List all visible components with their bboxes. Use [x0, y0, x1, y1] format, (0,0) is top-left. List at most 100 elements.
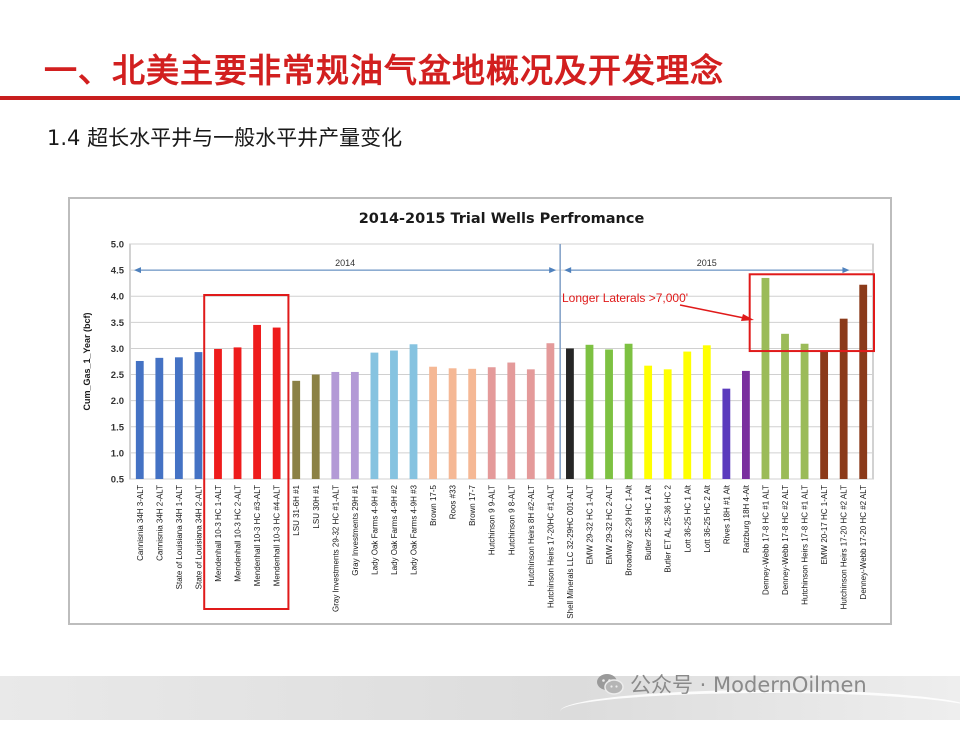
bar: [683, 351, 692, 479]
watermark: 公众号 · ModernOilmen: [596, 666, 867, 702]
x-tick-label: Rives 18H #1 Alt: [722, 484, 731, 544]
x-tick-label: Mendenhall 10-3 HC 1-ALT: [214, 485, 223, 582]
x-tick-label: Denney-Webb 17-8 HC #2 ALT: [781, 485, 790, 595]
x-tick-label: LSU 30H #1: [312, 484, 321, 528]
bar: [331, 371, 340, 479]
x-tick-label: Lady Oak Farms 4-9H #1: [370, 484, 379, 574]
bar: [820, 351, 829, 479]
bar: [644, 365, 653, 479]
y-tick-label: 2.0: [111, 396, 124, 407]
x-tick-label: Butler 25-36 HC 1 Alt: [644, 484, 653, 560]
x-tick-label: Gray Investments 29-32 HC #1-ALT: [331, 485, 340, 612]
x-tick-label: State of Louisiana 34H 1-ALT: [175, 485, 184, 589]
x-tick-label: Lott 36-25 HC 2 Alt: [703, 484, 712, 552]
x-tick-label: Brown 17-7: [468, 484, 477, 525]
bar: [839, 318, 848, 479]
x-tick-label: Butler ET AL 25-36 HC 2: [664, 484, 673, 572]
highlight-box-mendenhall: [203, 294, 290, 610]
x-tick-label: EMW 29-32 HC 1-ALT: [585, 485, 594, 565]
chart-frame: 0.5 1.0 1.5 2.0 2.5 3.0 3.5 4.0 4.5 5.0 2014-2015 …: [68, 197, 892, 625]
x-tick-label: LSU 31-6H #1: [292, 484, 301, 535]
bar: [702, 345, 711, 479]
bar: [487, 367, 496, 479]
x-tick-label: Cannisnia 34H 2-ALT: [155, 485, 164, 561]
y-tick-label: 3.5: [111, 318, 125, 329]
x-tick-label: Hutchinson Heirs 8H #2-ALT: [527, 485, 536, 586]
x-tick-label: Roos #33: [449, 484, 458, 519]
bar: [468, 368, 477, 479]
y-tick-label: 1.0: [111, 448, 124, 459]
annotation-arrow: [679, 304, 745, 319]
bar: [135, 360, 144, 479]
x-tick-label: Lady Oak Farms 4-9H #3: [410, 484, 419, 574]
bar: [350, 371, 359, 479]
wechat-icon: [596, 673, 624, 695]
y-tick-label: 0.5: [111, 475, 125, 486]
bar: [429, 366, 437, 479]
x-tick-label: Lady Oak Farms 4-9H #2: [390, 484, 399, 574]
bar: [566, 348, 574, 479]
period-arrowhead-left: [564, 267, 572, 274]
bar: [526, 369, 535, 479]
x-tick-label: Denney-Webb 17-20 HC #2 ALT: [859, 485, 868, 600]
bar-chart: 0.5 1.0 1.5 2.0 2.5 3.0 3.5 4.0 4.5 5.0 2014-2015 …: [82, 211, 875, 619]
x-tick-label: Ratzburg 18H 4-Alt: [742, 484, 751, 553]
x-tick-label: Denney-Webb 17-8 HC #1 ALT: [761, 485, 770, 595]
x-tick-label: State of Louisiana 34H 2-ALT: [194, 485, 203, 589]
bar: [194, 352, 203, 479]
bar: [741, 370, 750, 479]
period-arrowhead-right: [842, 267, 850, 274]
bar: [311, 374, 320, 479]
x-tick-label: Mendenhall 10-3 HC #3-ALT: [253, 485, 262, 586]
watermark-text: 公众号 · ModernOilmen: [630, 673, 867, 697]
period-label: 2015: [697, 258, 717, 268]
x-tick-label: Mendenhall 10-3 HC #4-ALT: [273, 485, 282, 586]
y-tick-label: 3.0: [111, 344, 124, 355]
bar: [370, 352, 379, 479]
bar: [448, 368, 457, 479]
bar: [781, 333, 789, 479]
x-tick-label: Hutchinson 9 8-ALT: [507, 485, 516, 555]
period-arrowhead-right: [549, 267, 557, 274]
y-tick-label: 5.0: [111, 240, 124, 251]
y-tick-label: 4.0: [111, 292, 124, 303]
x-tick-label: Shell Minerals LLC 32-29HC 001-ALT: [566, 485, 575, 619]
y-axis-title: Cum_Gas_1_Year (bcf): [82, 312, 92, 410]
x-tick-label: Gray Investments 29H #1: [351, 484, 360, 575]
bar: [624, 343, 633, 479]
bar: [507, 362, 516, 479]
annotation-text: Longer Laterals >7,000': [562, 291, 688, 305]
x-tick-label: Hutchinson 9 9-ALT: [488, 485, 497, 555]
bar: [409, 344, 418, 479]
annotation-arrowhead: [741, 314, 754, 321]
highlight-box-long-laterals: [748, 273, 875, 353]
bar: [272, 327, 281, 479]
bar: [761, 277, 770, 479]
period-arrowhead-left: [134, 267, 141, 274]
bar: [800, 343, 809, 479]
bar: [233, 347, 242, 479]
slide-title: 一、北美主要非常规油气盆地概况及开发理念: [44, 51, 724, 90]
x-tick-label: Hutchinson Heirs 17-20 HC #2 ALT: [840, 485, 849, 609]
bar: [292, 380, 301, 479]
y-tick-label: 4.5: [111, 266, 125, 277]
x-tick-label: Brown 17-5: [429, 484, 438, 525]
footer-swoosh: [560, 690, 960, 733]
x-tick-label: Hutchinson Heirs 17-20HC #1-ALT: [546, 485, 555, 608]
y-tick-label: 1.5: [111, 422, 125, 433]
bar: [390, 350, 398, 479]
chart-title: 2014-2015 Trial Wells Perfromance: [359, 211, 645, 227]
bar: [253, 324, 262, 479]
bar: [214, 348, 222, 479]
bar: [605, 349, 613, 479]
x-tick-label: Mendenhall 10-3 HC 2-ALT: [234, 485, 243, 582]
slide-subtitle: 1.4 超长水平井与一般水平井产量变化: [47, 126, 403, 150]
bar: [546, 343, 555, 479]
bar: [663, 369, 672, 479]
bar: [174, 357, 183, 479]
bar: [859, 284, 868, 479]
y-tick-label: 2.5: [111, 370, 125, 381]
x-tick-label: EMW 29-32 HC 2-ALT: [605, 485, 614, 565]
bar: [722, 388, 731, 479]
x-tick-label: Cannisnia 34H 3-ALT: [136, 485, 145, 561]
